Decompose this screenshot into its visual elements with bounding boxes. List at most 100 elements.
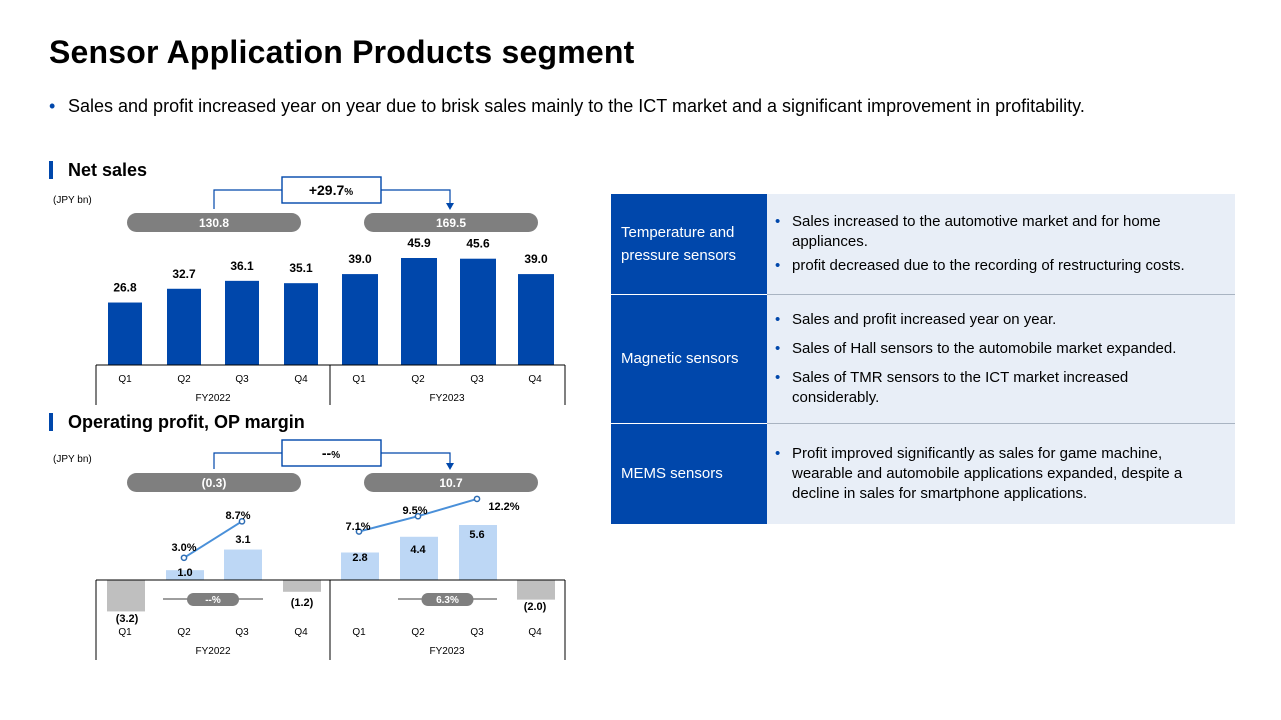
total-pill bbox=[364, 473, 538, 492]
unit-label: (JPY bn) bbox=[53, 195, 92, 206]
connector-line bbox=[381, 189, 451, 204]
bar bbox=[283, 580, 321, 592]
total-label: 130.8 bbox=[199, 216, 229, 230]
data-label: 35.1 bbox=[289, 261, 313, 275]
bar bbox=[225, 280, 259, 365]
change-box bbox=[281, 439, 382, 467]
data-label: (1.2) bbox=[291, 597, 314, 609]
data-label: 1.0 bbox=[177, 567, 192, 579]
change-unit: % bbox=[344, 187, 353, 198]
margin-line bbox=[183, 520, 243, 559]
row-body: Sales and profit increased year on year.… bbox=[767, 293, 1235, 423]
annual-margin-label: --% bbox=[205, 595, 221, 606]
tick-label: Q2 bbox=[177, 627, 191, 638]
bar bbox=[341, 552, 379, 580]
connector-line bbox=[213, 452, 282, 469]
segment-table: Temperature and pressure sensors Sales i… bbox=[611, 194, 1235, 524]
tick-label: Q1 bbox=[118, 627, 132, 638]
annual-margin-pill bbox=[187, 593, 239, 606]
total-pill bbox=[127, 213, 301, 232]
bullet-icon: • bbox=[49, 96, 56, 116]
data-label: 45.6 bbox=[466, 237, 490, 251]
arrow-head-icon bbox=[446, 203, 454, 210]
margin-label: 12.2% bbox=[488, 501, 519, 513]
change-unit: % bbox=[331, 450, 340, 461]
summary-text: Sales and profit increased year on year … bbox=[68, 96, 1085, 116]
row-body: Profit improved significantly as sales f… bbox=[767, 422, 1235, 524]
bar bbox=[167, 288, 201, 365]
tick-label: Q4 bbox=[528, 374, 542, 385]
row-head-mems: MEMS sensors bbox=[611, 422, 767, 524]
list-item: profit decreased due to the recording of… bbox=[775, 256, 1219, 276]
section-marker-icon bbox=[49, 161, 53, 179]
list-item: Sales of Hall sensors to the automobile … bbox=[775, 339, 1219, 359]
margin-label: 8.7% bbox=[225, 510, 250, 522]
arrow-head-icon bbox=[446, 463, 454, 470]
margin-point bbox=[180, 554, 188, 562]
group-label: FY2022 bbox=[195, 646, 230, 657]
tick-label: Q3 bbox=[235, 627, 249, 638]
list-item: Profit improved significantly as sales f… bbox=[775, 444, 1219, 504]
margin-point bbox=[473, 495, 481, 503]
list-item: Sales increased to the automotive market… bbox=[775, 212, 1219, 252]
total-pill bbox=[364, 213, 538, 232]
row-head-temperature: Temperature and pressure sensors bbox=[611, 194, 767, 294]
tick-label: Q3 bbox=[235, 374, 249, 385]
data-label: 3.1 bbox=[235, 534, 250, 546]
bar bbox=[518, 274, 554, 365]
data-label: 5.6 bbox=[469, 529, 484, 541]
group-label: FY2022 bbox=[195, 393, 230, 404]
change-label: +29.7% bbox=[309, 182, 353, 198]
data-label: (2.0) bbox=[524, 601, 547, 613]
table-row: Temperature and pressure sensors Sales i… bbox=[611, 194, 1235, 294]
list-item: Sales and profit increased year on year. bbox=[775, 310, 1219, 330]
total-label: (0.3) bbox=[202, 476, 227, 490]
change-box bbox=[281, 176, 382, 204]
tick-label: Q4 bbox=[294, 374, 308, 385]
bar bbox=[459, 525, 497, 580]
unit-label: (JPY bn) bbox=[53, 454, 92, 465]
tick-label: Q3 bbox=[470, 627, 484, 638]
bar bbox=[224, 549, 262, 580]
margin-point bbox=[238, 517, 246, 525]
data-label: 36.1 bbox=[230, 259, 254, 273]
data-label: (3.2) bbox=[116, 613, 139, 625]
tick-label: Q1 bbox=[118, 374, 132, 385]
page-title: Sensor Application Products segment bbox=[49, 34, 635, 70]
bar bbox=[284, 283, 318, 365]
connector-line bbox=[213, 189, 282, 209]
operating-profit-chart: (JPY bn) --% (0.3) 10.7 (3.2) 1.0 3.1 (1.2) 2.8 4… bbox=[53, 439, 566, 660]
margin-point bbox=[355, 528, 363, 535]
tick-label: Q2 bbox=[177, 374, 191, 385]
total-label: 10.7 bbox=[439, 476, 463, 490]
section-marker-icon bbox=[49, 413, 53, 431]
group-label: FY2023 bbox=[429, 646, 464, 657]
table-row: MEMS sensors Profit improved significant… bbox=[611, 422, 1235, 524]
data-label: 39.0 bbox=[524, 252, 548, 266]
bar bbox=[460, 258, 496, 365]
annual-margin-label: 6.3% bbox=[436, 595, 459, 606]
group-label: FY2023 bbox=[429, 393, 464, 404]
data-label: 2.8 bbox=[352, 552, 367, 564]
data-label: 45.9 bbox=[407, 236, 431, 250]
bar bbox=[400, 536, 438, 580]
op-title: Operating profit, OP margin bbox=[68, 412, 305, 432]
list-item: Sales of TMR sensors to the ICT market i… bbox=[775, 368, 1219, 408]
bar bbox=[108, 302, 142, 365]
data-label: 39.0 bbox=[348, 252, 372, 266]
tick-label: Q1 bbox=[352, 374, 366, 385]
net-sales-chart: (JPY bn) +29.7% 130.8 169.5 26.8 32.7 36.1 35.1… bbox=[53, 176, 566, 405]
net-sales-title: Net sales bbox=[68, 160, 148, 180]
bar bbox=[401, 258, 437, 365]
row-head-magnetic: Magnetic sensors bbox=[611, 293, 767, 423]
connector-line bbox=[381, 452, 451, 464]
tick-label: Q3 bbox=[470, 374, 484, 385]
tick-label: Q4 bbox=[294, 627, 308, 638]
tick-label: Q2 bbox=[411, 374, 425, 385]
tick-label: Q1 bbox=[352, 627, 366, 638]
margin-point bbox=[414, 512, 422, 520]
tick-label: Q4 bbox=[528, 627, 542, 638]
margin-label: 9.5% bbox=[402, 505, 427, 517]
margin-label: 3.0% bbox=[171, 542, 196, 554]
tick-label: Q2 bbox=[411, 627, 425, 638]
